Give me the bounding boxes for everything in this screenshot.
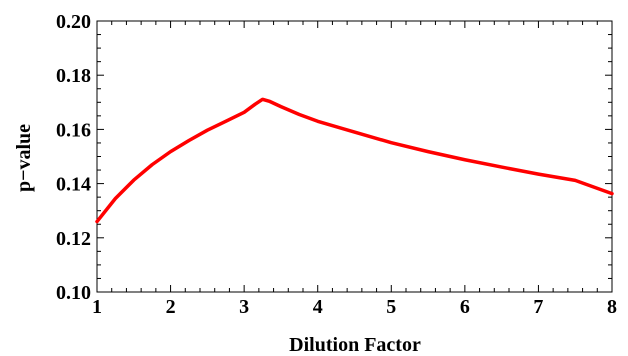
x-tick-label: 3 — [239, 296, 249, 318]
ticks — [96, 20, 613, 293]
y-tick-label: 0.14 — [56, 174, 91, 196]
x-axis-title: Dilution Factor — [289, 334, 421, 356]
series — [95, 97, 614, 224]
y-tick-label: 0.10 — [56, 282, 91, 304]
x-tick-label: 5 — [386, 296, 396, 318]
x-tick-label: 6 — [460, 296, 470, 318]
x-tick-label: 4 — [313, 296, 323, 318]
tick-labels: 1 2 3 4 5 6 7 8 0.10 0.12 0.14 0.16 0.18 0.20 — [56, 11, 617, 318]
plot-frame — [96, 20, 613, 293]
x-tick-label: 2 — [166, 296, 176, 318]
x-tick-label: 1 — [92, 296, 102, 318]
y-axis-title: p−value — [13, 124, 35, 192]
series-line — [95, 97, 614, 224]
y-tick-label: 0.12 — [56, 228, 91, 250]
x-tick-label: 7 — [533, 296, 543, 318]
x-tick-label: 8 — [607, 296, 617, 318]
y-tick-label: 0.20 — [56, 11, 91, 33]
y-tick-label: 0.18 — [56, 65, 91, 87]
y-tick-label: 0.16 — [56, 119, 91, 141]
